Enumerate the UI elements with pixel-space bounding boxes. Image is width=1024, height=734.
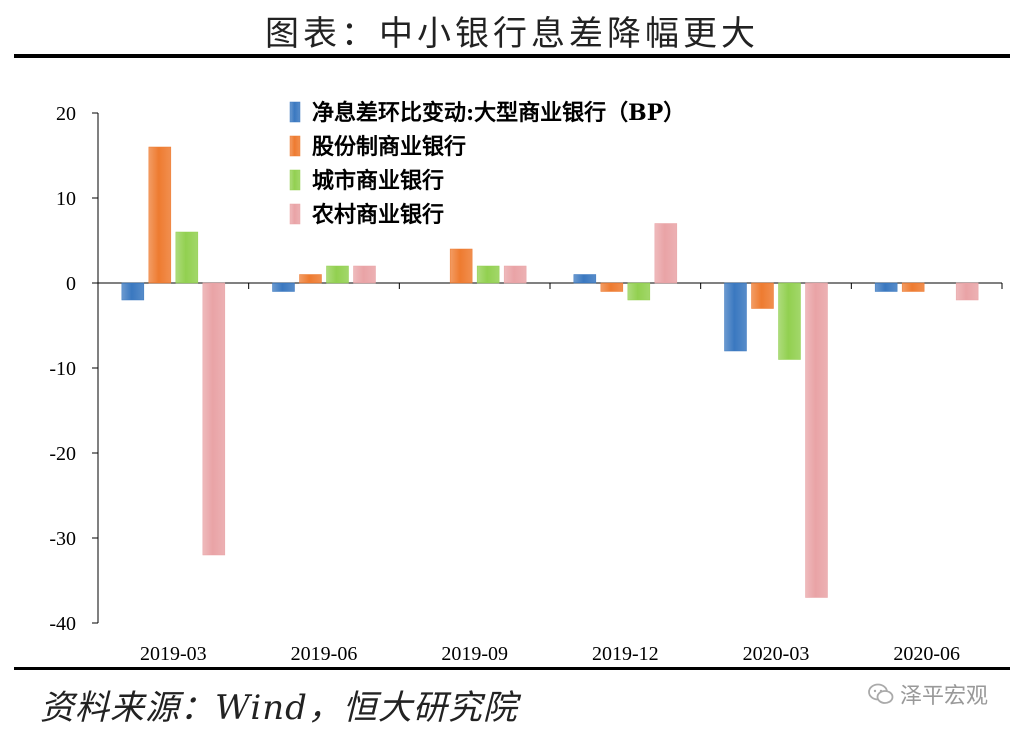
- top-rule: [14, 54, 1010, 58]
- x-tick-label: 2020-03: [743, 643, 810, 665]
- bar-chart: 20 10 0 -10 -20 -30 -40 2019-03 2019-06 2019-09 20…: [49, 100, 1003, 665]
- bar: [600, 282, 624, 292]
- bar: [724, 282, 747, 352]
- bottom-rule: [14, 667, 1010, 670]
- legend-swatch: [289, 135, 301, 157]
- y-tick-label: -30: [49, 528, 76, 550]
- bar: [353, 265, 376, 284]
- legend-swatch: [289, 101, 301, 123]
- bar: [503, 265, 527, 284]
- x-tick-label: 2019-03: [140, 643, 207, 665]
- x-tick-label: 2020-06: [893, 643, 960, 665]
- source-note: 资料来源：Wind，恒大研究院: [40, 688, 518, 728]
- legend-label: 农村商业银行: [311, 202, 444, 228]
- chart-bars: [121, 146, 979, 598]
- bar: [805, 282, 828, 598]
- x-tick-label: 2019-06: [291, 643, 358, 665]
- watermark-text: 泽平宏观: [899, 684, 988, 709]
- y-tick-label: -40: [49, 613, 76, 635]
- bar: [654, 223, 678, 284]
- x-tick-label: 2019-09: [441, 643, 508, 665]
- bar: [148, 146, 172, 284]
- bar: [573, 274, 597, 284]
- y-tick-label: 20: [56, 103, 76, 125]
- bar: [901, 282, 925, 292]
- x-tick-label: 2019-12: [592, 643, 659, 665]
- wechat-icon: [868, 683, 894, 704]
- bar: [175, 231, 199, 284]
- bar: [874, 282, 898, 292]
- bar: [476, 265, 500, 284]
- legend-swatch: [289, 203, 301, 225]
- bar: [202, 282, 226, 556]
- watermark: 泽平宏观: [868, 678, 988, 710]
- legend-swatch: [289, 169, 301, 191]
- bar: [299, 274, 322, 284]
- bar: [955, 282, 979, 301]
- legend-label: 城市商业银行: [312, 168, 444, 194]
- y-tick-label: -20: [49, 443, 76, 465]
- bar: [627, 282, 651, 301]
- chart-axes: 20 10 0 -10 -20 -30 -40 2019-03 2019-06 2019-09 20…: [49, 103, 1003, 665]
- chart-title: 图表：中小银行息差降幅更大: [265, 14, 759, 54]
- bar: [272, 282, 295, 292]
- y-tick-label: 0: [66, 273, 76, 295]
- y-tick-label: 10: [56, 188, 76, 210]
- bar: [449, 248, 473, 284]
- y-tick-label: -10: [49, 358, 76, 380]
- bar: [751, 282, 774, 309]
- bar: [326, 265, 349, 284]
- legend-label: 净息差环比变动:大型商业银行（BP）: [312, 100, 685, 126]
- bar: [121, 282, 145, 301]
- legend-label: 股份制商业银行: [312, 134, 466, 160]
- bar: [778, 282, 801, 360]
